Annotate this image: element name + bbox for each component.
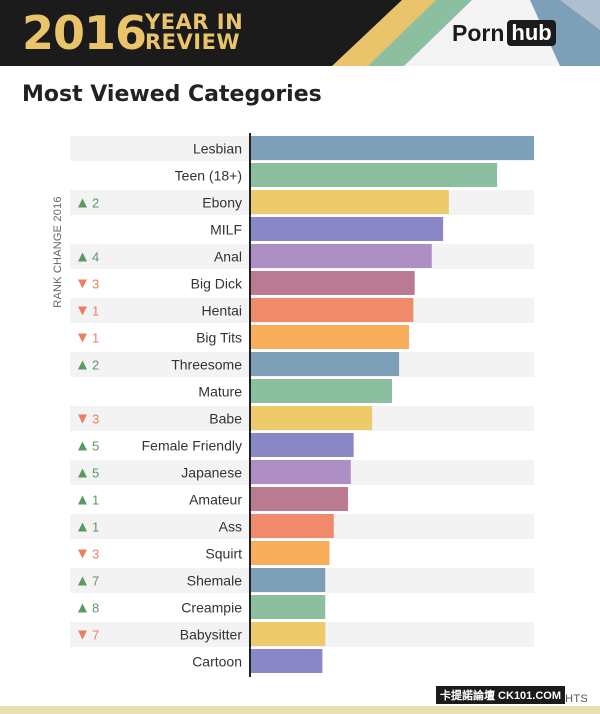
rank-down-icon bbox=[78, 279, 87, 289]
rank-down-icon bbox=[78, 630, 87, 640]
bar bbox=[250, 217, 444, 241]
category-label: Ass bbox=[219, 519, 242, 535]
rank-change-value: 1 bbox=[92, 331, 99, 346]
rank-up-icon bbox=[78, 198, 87, 208]
bar bbox=[250, 433, 354, 457]
bar bbox=[250, 595, 326, 619]
rank-change-value: 3 bbox=[92, 547, 99, 562]
rank-up-icon bbox=[78, 495, 87, 505]
bar bbox=[250, 460, 351, 484]
category-label: Creampie bbox=[181, 600, 242, 616]
bar bbox=[250, 568, 326, 592]
category-label: Babysitter bbox=[180, 627, 243, 643]
watermark: 卡提諾論壇 CK101.COM bbox=[436, 686, 566, 704]
category-label: Amateur bbox=[189, 492, 242, 508]
category-label: Babe bbox=[209, 411, 242, 427]
bar bbox=[250, 190, 449, 214]
rank-up-icon bbox=[78, 441, 87, 451]
category-label: Lesbian bbox=[193, 141, 242, 157]
bar bbox=[250, 325, 410, 349]
category-label: Japanese bbox=[181, 465, 242, 481]
category-label: Cartoon bbox=[192, 654, 242, 670]
footer-band bbox=[0, 706, 600, 714]
rank-change-value: 3 bbox=[92, 412, 99, 427]
chart-title: Most Viewed Categories bbox=[22, 82, 322, 107]
rank-change-value: 2 bbox=[92, 358, 99, 373]
rank-up-icon bbox=[78, 576, 87, 586]
category-label: Shemale bbox=[187, 573, 242, 589]
rank-down-icon bbox=[78, 306, 87, 316]
bar bbox=[250, 649, 323, 673]
logo-left: Porn bbox=[452, 19, 505, 46]
rank-change-value: 7 bbox=[92, 574, 99, 589]
category-label: Big Tits bbox=[196, 330, 242, 346]
bar bbox=[250, 298, 414, 322]
category-label: Threesome bbox=[171, 357, 242, 373]
category-label: Squirt bbox=[205, 546, 242, 562]
bar bbox=[250, 379, 392, 403]
bar bbox=[250, 136, 534, 160]
rank-up-icon bbox=[78, 468, 87, 478]
rank-change-value: 7 bbox=[92, 628, 99, 643]
header-year: 2016 bbox=[22, 6, 147, 60]
rank-change-value: 5 bbox=[92, 439, 99, 454]
brand-logo[interactable]: Porn hub bbox=[452, 18, 556, 48]
bar bbox=[250, 352, 400, 376]
bar bbox=[250, 244, 432, 268]
rank-down-icon bbox=[78, 414, 87, 424]
rank-down-icon bbox=[78, 333, 87, 343]
header-banner: 2016 YEAR IN REVIEW Porn hub bbox=[0, 0, 600, 66]
rank-change-value: 4 bbox=[92, 250, 99, 265]
bar bbox=[250, 163, 498, 187]
bar bbox=[250, 541, 330, 565]
category-label: Mature bbox=[198, 384, 242, 400]
header-year-in-review: YEAR IN REVIEW bbox=[145, 10, 265, 54]
rank-up-icon bbox=[78, 252, 87, 262]
rank-change-value: 5 bbox=[92, 466, 99, 481]
rank-change-value: 3 bbox=[92, 277, 99, 292]
category-label: Hentai bbox=[202, 303, 242, 319]
category-label: Anal bbox=[214, 249, 242, 265]
rank-up-icon bbox=[78, 603, 87, 613]
category-label: Female Friendly bbox=[142, 438, 242, 454]
category-label: MILF bbox=[210, 222, 242, 238]
rank-change-value: 1 bbox=[92, 493, 99, 508]
header-line-2: REVIEW bbox=[145, 30, 241, 54]
header-line-1: YEAR IN bbox=[145, 10, 244, 34]
rank-change-value: 1 bbox=[92, 520, 99, 535]
category-label: Big Dick bbox=[191, 276, 243, 292]
bar bbox=[250, 514, 334, 538]
rank-up-icon bbox=[78, 522, 87, 532]
bar bbox=[250, 406, 373, 430]
category-label: Ebony bbox=[202, 195, 242, 211]
rank-change-value: 1 bbox=[92, 304, 99, 319]
bar bbox=[250, 271, 415, 295]
rank-change-value: 2 bbox=[92, 196, 99, 211]
bar bbox=[250, 487, 348, 511]
rank-up-icon bbox=[78, 360, 87, 370]
bar bbox=[250, 622, 326, 646]
category-label: Teen (18+) bbox=[175, 168, 242, 184]
rank-change-value: 8 bbox=[92, 601, 99, 616]
logo-right: hub bbox=[507, 20, 556, 46]
header-decoration bbox=[332, 0, 600, 66]
rank-down-icon bbox=[78, 549, 87, 559]
